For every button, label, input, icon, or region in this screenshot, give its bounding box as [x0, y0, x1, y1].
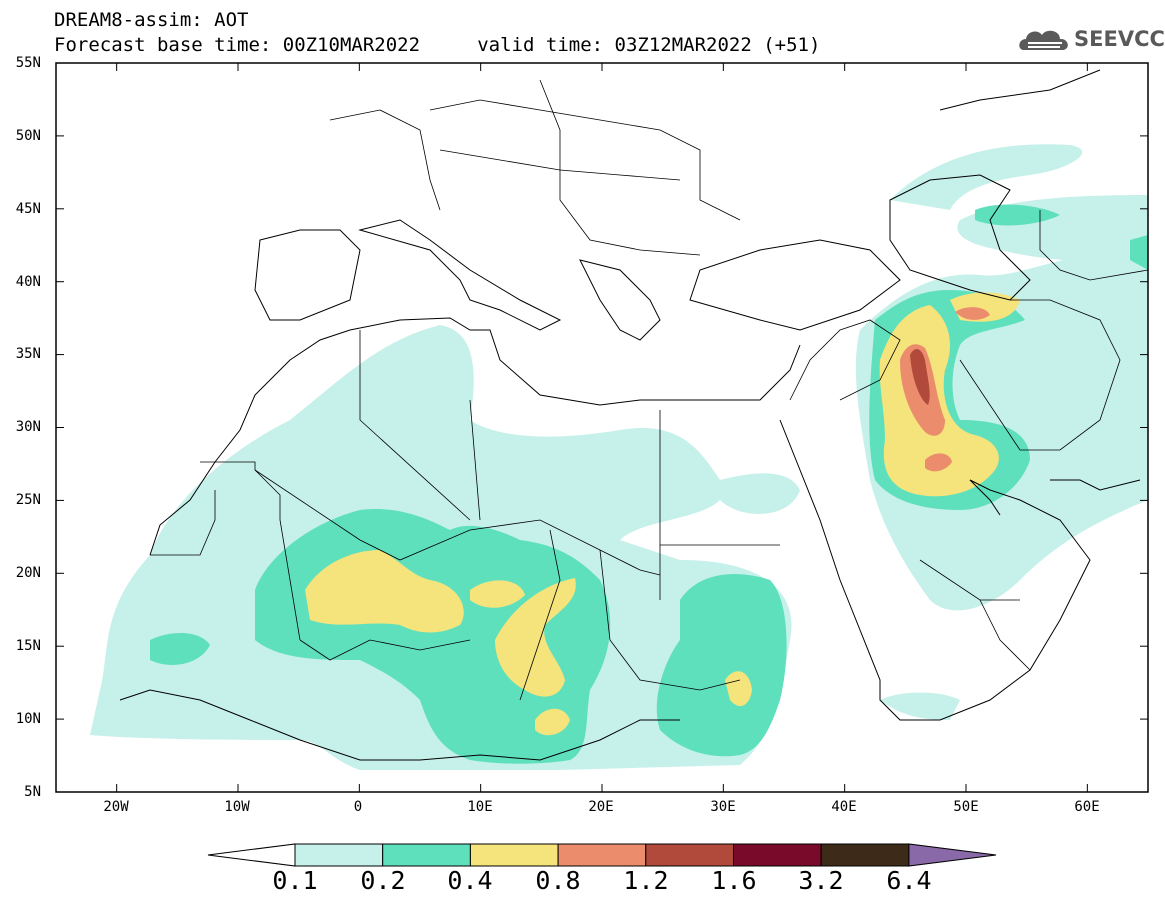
coastlines: [119, 69, 1141, 761]
lat-label: 35N: [15, 346, 41, 362]
lon-label: 10W: [224, 799, 250, 815]
lat-label: 20N: [15, 565, 41, 581]
colorbar-label: 0.4: [447, 866, 493, 895]
colorbar-label: 0.2: [360, 866, 406, 895]
lat-label: 30N: [15, 419, 41, 435]
country-borders: [150, 79, 1148, 701]
lon-label: 20W: [103, 799, 129, 815]
aot-band-1.2-1.6: [910, 348, 930, 405]
map-title: DREAM8-assim: AOT: [54, 9, 249, 31]
lat-label: 25N: [15, 492, 41, 508]
colorbar-label: 1.2: [623, 866, 669, 895]
colorbar-box: [733, 843, 822, 867]
lat-label: 55N: [15, 55, 41, 71]
seevccc-logo: SEEVCCC: [1018, 24, 1165, 56]
lon-label: 20E: [588, 799, 614, 815]
colorbar-box: [645, 843, 734, 867]
lat-label: 40N: [15, 274, 41, 290]
colorbar-label: 3.2: [798, 866, 844, 895]
colorbar-under-triangle: [207, 843, 296, 867]
colorbar-label: 1.6: [711, 866, 757, 895]
cloud-icon: [1019, 30, 1068, 50]
lat-label: 15N: [15, 638, 41, 654]
lat-label: 5N: [24, 784, 41, 800]
logo-text: SEEVCCC: [1074, 27, 1165, 51]
colorbar-box: [820, 843, 910, 867]
lon-label: 30E: [710, 799, 736, 815]
lon-label: 10E: [467, 799, 493, 815]
lon-label: 50E: [953, 799, 979, 815]
colorbar-box: [294, 843, 384, 867]
aot-field: [90, 144, 1148, 770]
colorbar-label: 0.8: [535, 866, 581, 895]
axis-ticks: [56, 63, 1148, 792]
colorbar-box: [469, 843, 559, 867]
lon-label: 60E: [1074, 799, 1100, 815]
colorbar-label: 6.4: [886, 866, 932, 895]
lat-label: 50N: [15, 128, 41, 144]
colorbar-label: 0.1: [272, 866, 318, 895]
colorbar-box: [557, 843, 647, 867]
lon-label: 0: [353, 799, 363, 815]
colorbar-box: [382, 843, 471, 867]
lat-label: 10N: [15, 711, 41, 727]
lat-label: 45N: [15, 201, 41, 217]
colorbar-over-triangle: [908, 843, 997, 867]
forecast-time-line: Forecast base time: 00Z10MAR2022 valid t…: [54, 34, 821, 56]
lon-label: 40E: [831, 799, 857, 815]
